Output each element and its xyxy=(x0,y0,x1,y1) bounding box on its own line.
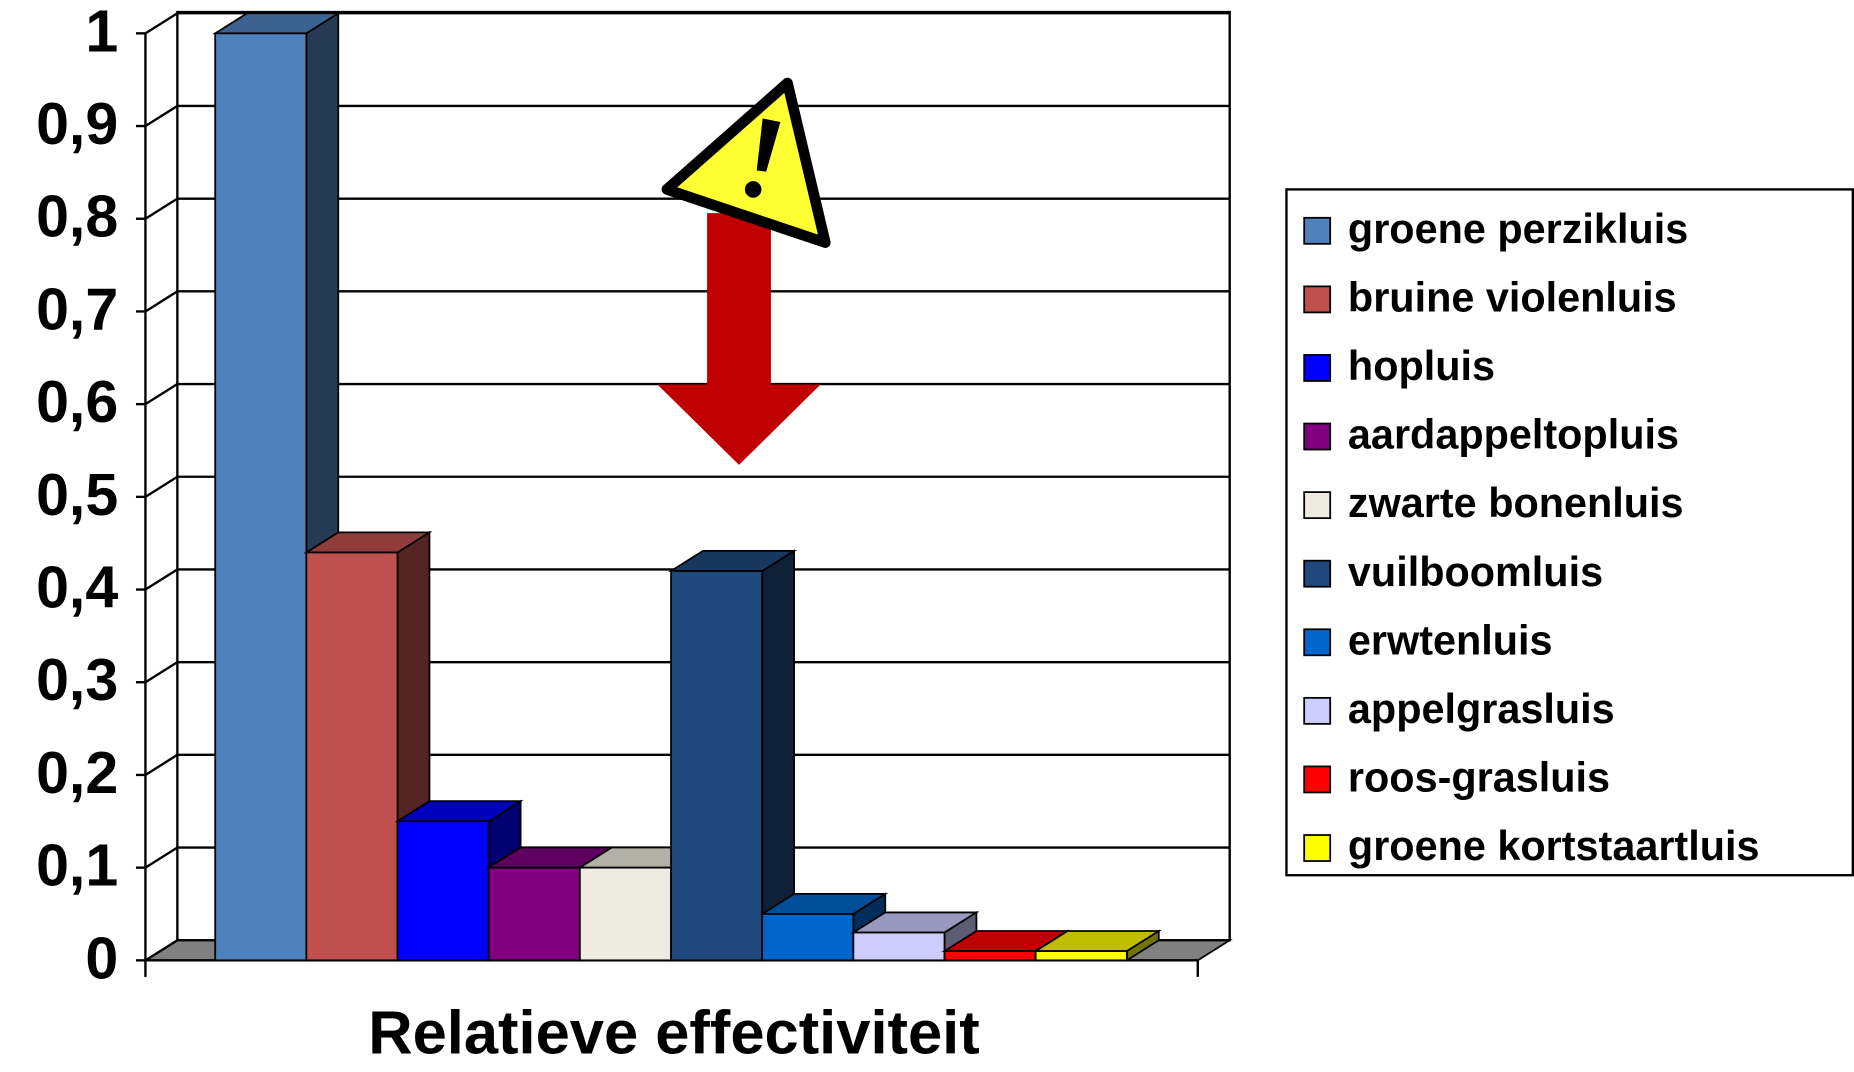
red-arrow xyxy=(657,213,821,465)
bar xyxy=(303,530,433,962)
y-tick-label: 0,8 xyxy=(36,183,118,250)
y-tick-label: 0 xyxy=(85,924,118,991)
bar-front xyxy=(396,820,490,962)
bar-front xyxy=(578,866,672,962)
y-tick-label: 0,7 xyxy=(36,275,118,342)
bar-front xyxy=(852,931,946,962)
bar-front xyxy=(1034,950,1128,962)
warning-triangle xyxy=(661,77,831,248)
legend-label: zwarte bonenluis xyxy=(1348,480,1684,526)
legend-label: groene perzikluis xyxy=(1348,206,1688,252)
warning-decoration xyxy=(657,77,831,465)
grid-line xyxy=(144,290,1230,313)
legend-swatch xyxy=(1303,834,1332,862)
legend-swatch xyxy=(1303,559,1332,588)
grid-line xyxy=(144,753,1230,776)
bar-front xyxy=(487,866,581,962)
legend-swatch xyxy=(1303,285,1332,314)
legend xyxy=(1285,188,1854,877)
x-axis-label: Relatieve effectiviteit xyxy=(368,998,980,1067)
legend-label: bruine violenluis xyxy=(1348,275,1677,321)
bar-front xyxy=(761,913,855,962)
legend-swatch xyxy=(1303,354,1332,382)
grid-line xyxy=(144,846,1230,869)
y-tick-label: 0,1 xyxy=(36,832,118,899)
legend-label: erwtenluis xyxy=(1348,617,1553,663)
y-tick-label: 0,6 xyxy=(36,368,118,435)
bar xyxy=(667,549,798,962)
grid-line xyxy=(144,104,1230,128)
plot-area xyxy=(135,10,1233,977)
y-tick-label: 0,4 xyxy=(36,554,118,621)
legend-label: groene kortstaartluis xyxy=(1348,823,1760,869)
y-tick-label: 1 xyxy=(85,0,118,64)
legend-label: appelgrasluis xyxy=(1348,686,1615,732)
bar xyxy=(1032,929,1162,962)
y-tick-label: 0,3 xyxy=(36,646,118,713)
legend-swatch xyxy=(1303,696,1332,725)
bar-front xyxy=(214,32,308,962)
grid-line xyxy=(144,568,1230,591)
legend-swatch xyxy=(1303,422,1332,451)
legend-label: aardappeltopluis xyxy=(1348,412,1679,458)
grid-line xyxy=(144,382,1230,406)
bar-front xyxy=(305,551,399,962)
legend-label: hopluis xyxy=(1348,343,1495,389)
grid-line xyxy=(144,12,1230,35)
legend-swatch xyxy=(1303,765,1332,794)
legend-swatch xyxy=(1303,628,1332,657)
y-tick-label: 0,5 xyxy=(36,461,118,528)
legend-label: vuilboomluis xyxy=(1348,549,1603,595)
bar-front xyxy=(670,570,764,962)
legend-swatch xyxy=(1303,216,1332,245)
grid-line xyxy=(144,660,1230,684)
y-tick-label: 0,9 xyxy=(36,90,118,157)
exclamation xyxy=(756,118,781,172)
grid-line xyxy=(144,475,1230,498)
bar-front xyxy=(943,950,1037,962)
legend-swatch xyxy=(1303,491,1332,520)
grid-line xyxy=(144,197,1230,220)
exclamation-dot xyxy=(744,181,762,198)
legend-label: roos-grasluis xyxy=(1348,755,1610,801)
y-tick-label: 0,2 xyxy=(36,739,118,806)
